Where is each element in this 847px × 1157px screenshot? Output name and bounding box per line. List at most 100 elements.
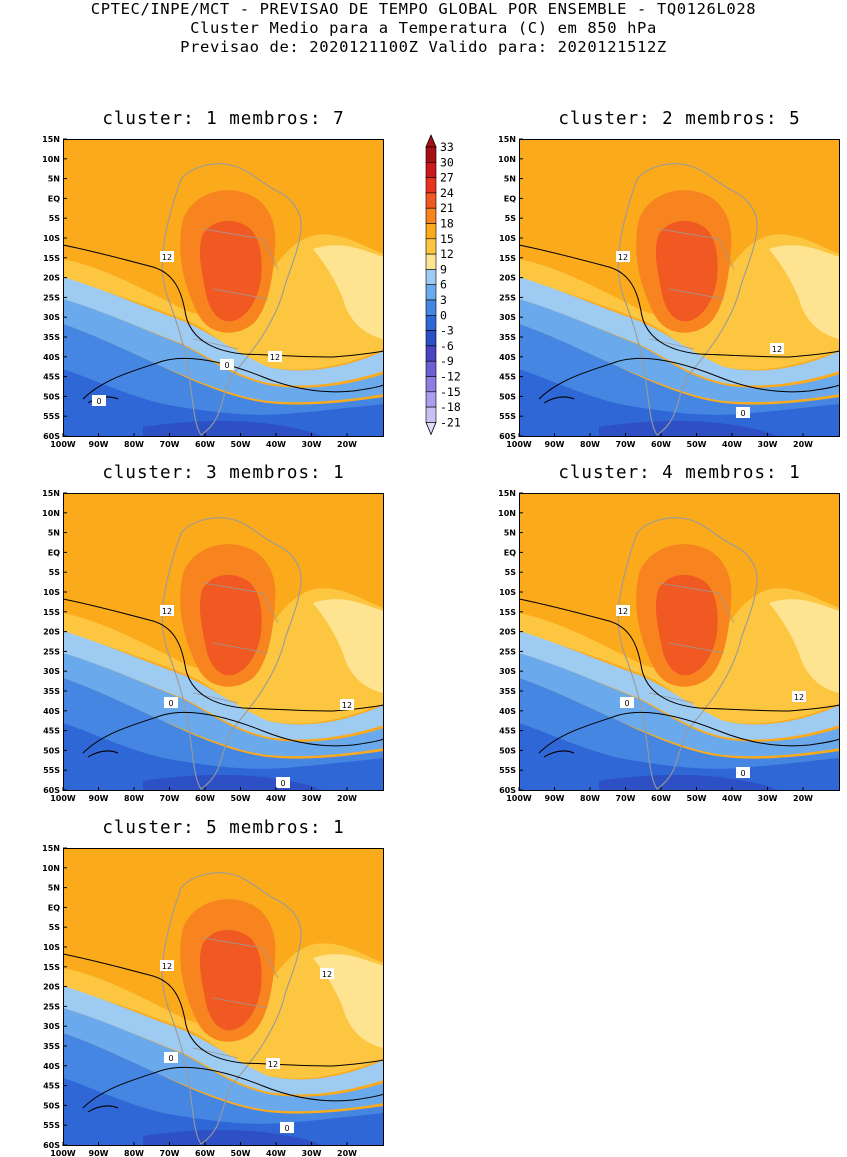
colorbar-label: 30 [440, 155, 454, 169]
lat-label: 10N [42, 155, 60, 164]
lat-label: 30S [499, 667, 516, 676]
lat-label: 10S [43, 588, 60, 597]
header-line-3: Previsao de: 2020121100Z Valido para: 20… [180, 38, 667, 56]
contour-label: 0 [280, 1122, 294, 1133]
colorbar-swatch [425, 315, 437, 331]
lat-label: 30S [43, 1022, 60, 1031]
colorbar-label: 15 [440, 232, 454, 246]
contour-label: 12 [160, 251, 174, 262]
map-panel-cluster-4: cluster: 4 membros: 1 12 12 0 0 15N 10N 5N EQ 5S… [498, 463, 841, 803]
lat-label: 15S [499, 254, 516, 263]
lat-label: 5S [49, 568, 61, 577]
lon-label: 90W [89, 794, 109, 803]
lat-label: 15S [43, 254, 60, 263]
lat-label: 15N [42, 489, 60, 498]
lon-label: 80W [124, 794, 144, 803]
contour-0 [82, 357, 385, 400]
colorbar-swatch [425, 207, 437, 224]
lon-label: 40W [266, 794, 286, 803]
lon-label: 60W [651, 440, 671, 449]
colorbar-swatch [425, 269, 437, 285]
lon-label: 60W [651, 794, 671, 803]
lat-label: 55S [43, 766, 60, 775]
colorbar-swatch [425, 177, 437, 194]
lat-label: 55S [499, 412, 516, 421]
colorbar-label: 33 [440, 140, 454, 154]
country-borders [648, 228, 735, 350]
lat-label: 60S [43, 786, 60, 795]
contour-0-west [543, 396, 575, 404]
colorbar-label: 18 [440, 217, 454, 231]
map-panel-cluster-1: cluster: 1 membros: 7 12 12 0 0 15N 10N 5N EQ 5S… [42, 109, 385, 449]
lon-label: 90W [545, 440, 565, 449]
map-canvas: 12 12 0 15N 10N 5N EQ 5S 10S 15S 20S 25S 30S 35S 40S 45… [498, 135, 841, 449]
lat-label: 15N [498, 135, 516, 144]
panel-title: cluster: 5 membros: 1 [102, 818, 345, 838]
lat-label: 55S [43, 1121, 60, 1130]
contour-0 [538, 357, 841, 400]
lat-label: 40S [499, 353, 516, 362]
map-panel-cluster-2: cluster: 2 membros: 5 12 12 0 15N 10N 5N EQ 5S 1… [498, 109, 841, 449]
lat-label: 20S [43, 983, 60, 992]
lat-label: 50S [43, 746, 60, 755]
contour-label: 0 [164, 1052, 178, 1063]
lat-label: 60S [499, 786, 516, 795]
band-12-east [769, 245, 840, 339]
band-24 [655, 220, 718, 322]
lat-label: 15N [42, 135, 60, 144]
lat-label: 40S [43, 353, 60, 362]
band-6 [519, 299, 840, 403]
colorbar-label: 9 [440, 262, 447, 276]
contour-label: 0 [276, 777, 290, 788]
svg-text:0: 0 [740, 409, 745, 418]
coastline [161, 163, 302, 436]
lat-label: 45S [43, 727, 60, 736]
lon-label: 60W [195, 794, 215, 803]
panel-title: cluster: 3 membros: 1 [102, 463, 345, 483]
lat-label: 50S [43, 1101, 60, 1110]
lon-label: 80W [124, 1149, 144, 1157]
svg-text:0: 0 [284, 1124, 289, 1133]
colorbar-swatch [425, 391, 437, 408]
map-canvas: 12 12 0 0 15N 10N 5N EQ 5S 10S 15S 20S 25S 30S 35S 40S 4… [498, 489, 841, 803]
contour-label: 12 [616, 605, 630, 616]
lon-label: 80W [124, 440, 144, 449]
lat-label: 15S [43, 608, 60, 617]
contour-0-west [87, 1105, 119, 1113]
svg-text:12: 12 [270, 353, 280, 362]
lat-label: 45S [43, 373, 60, 382]
lat-label: 45S [499, 727, 516, 736]
coastline [161, 517, 302, 790]
svg-text:0: 0 [168, 1054, 173, 1063]
lat-label: EQ [48, 548, 60, 557]
lon-label: 30W [758, 794, 778, 803]
lon-label: 100W [506, 440, 532, 449]
colorbar-label: 3 [440, 293, 447, 307]
lon-label: 20W [337, 440, 357, 449]
lat-label: 5S [505, 568, 517, 577]
svg-text:0: 0 [280, 779, 285, 788]
map-frame [519, 139, 840, 437]
lat-label: 25S [43, 1002, 60, 1011]
svg-text:0: 0 [224, 361, 229, 370]
coastline [617, 163, 758, 436]
lat-label: 35S [43, 687, 60, 696]
colorbar-swatch [425, 146, 437, 163]
map-canvas: 12 12 0 0 15N 10N 5N EQ 5S 10S 15S 20S 25S 30S 35S 40S 4… [42, 135, 385, 449]
lon-label: 20W [337, 794, 357, 803]
contour-label: 12 [160, 605, 174, 616]
lat-label: 25S [499, 293, 516, 302]
lon-label: 60W [195, 1149, 215, 1157]
lat-label: 60S [499, 432, 516, 441]
lat-label: 60S [43, 1141, 60, 1150]
band-0 [63, 1078, 384, 1146]
lat-label: 5S [49, 923, 61, 932]
band-15 [63, 234, 384, 370]
lon-label: 30W [758, 440, 778, 449]
lon-label: 90W [545, 794, 565, 803]
svg-text:12: 12 [618, 607, 628, 616]
lon-label: 40W [722, 794, 742, 803]
colorbar-swatch [425, 360, 437, 377]
lat-label: 5S [49, 214, 61, 223]
lon-label: 20W [337, 1149, 357, 1157]
